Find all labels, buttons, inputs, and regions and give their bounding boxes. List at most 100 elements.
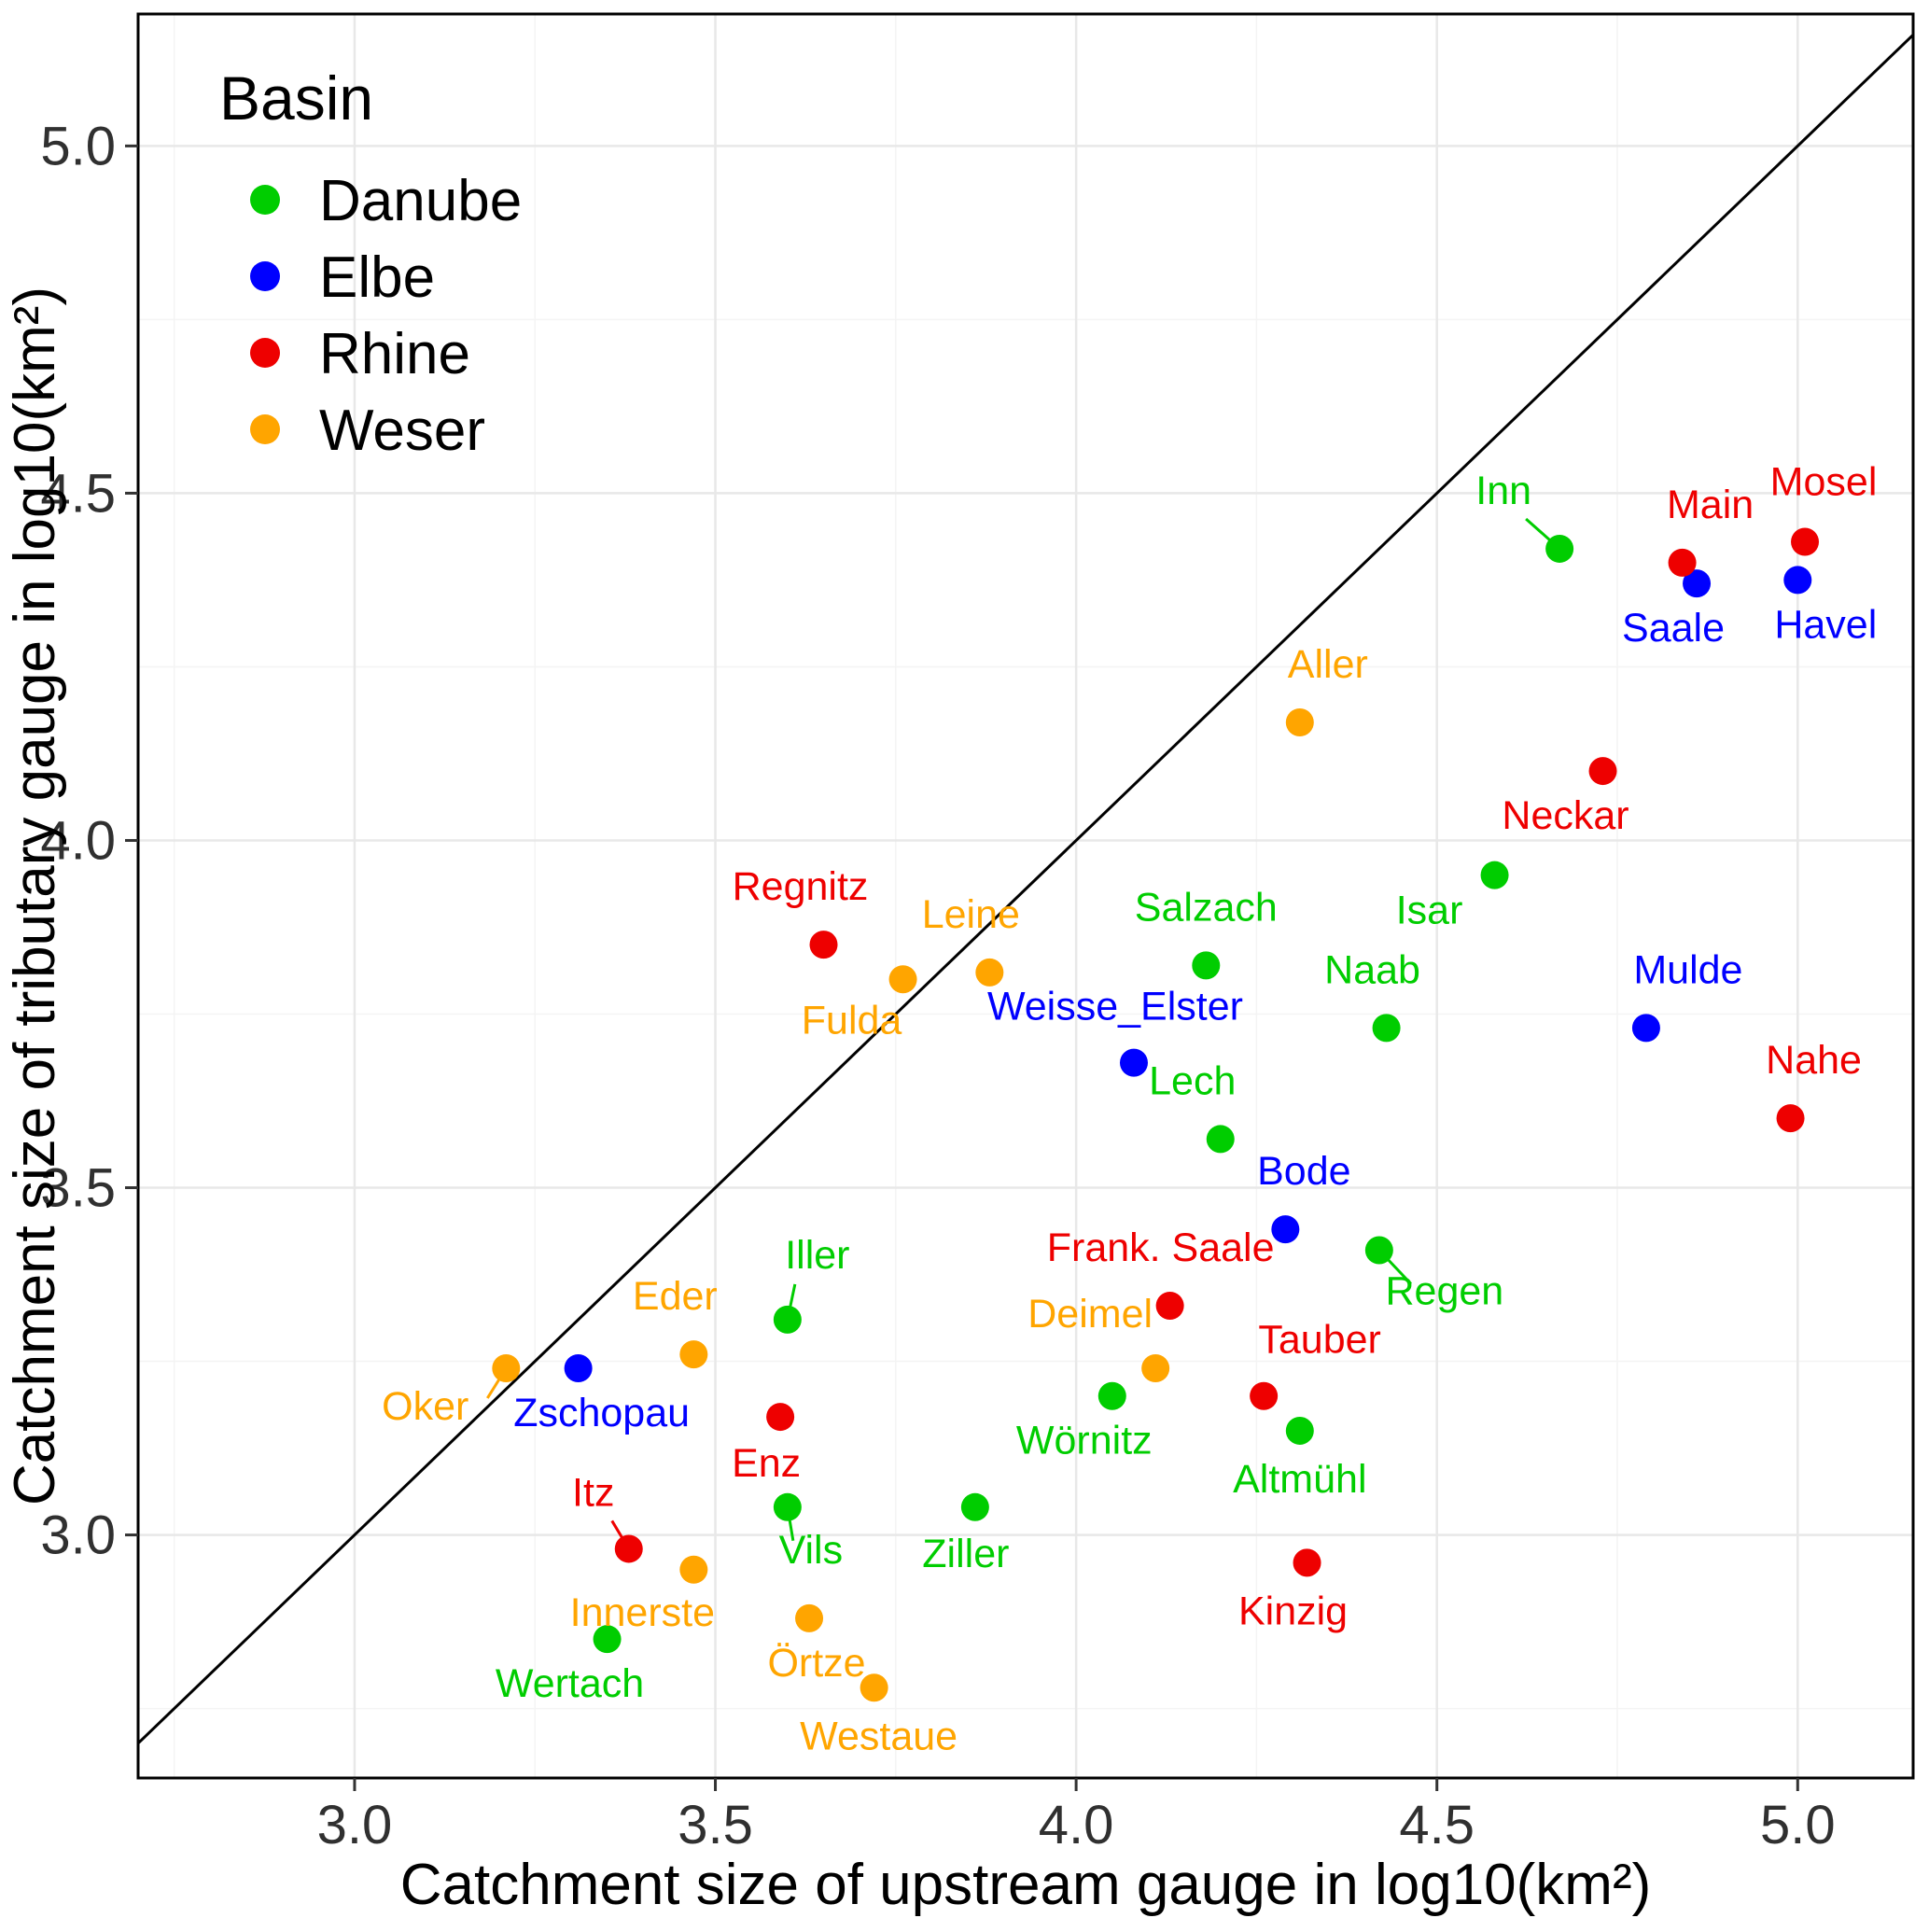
point-labels: Inn Isar Naab Salzach Lech Regen Altmühl Wörnit… xyxy=(382,460,1877,1759)
point-Salzach xyxy=(1192,951,1221,980)
point-Mosel xyxy=(1791,527,1820,556)
point-Bode xyxy=(1271,1215,1300,1244)
y-tick-label: 4.0 xyxy=(40,810,116,871)
label-Regen: Regen xyxy=(1385,1268,1503,1313)
label-Wörnitz: Wörnitz xyxy=(1016,1419,1153,1463)
label-Enz: Enz xyxy=(732,1441,801,1486)
point-Innerste xyxy=(679,1555,708,1584)
label-Isar: Isar xyxy=(1396,889,1463,933)
x-tick-label: 4.0 xyxy=(1039,1795,1114,1855)
label-Örtze: Örtze xyxy=(767,1641,865,1686)
legend-label-Danube: Danube xyxy=(319,169,522,233)
label-leader-Vils xyxy=(786,1506,795,1542)
label-Saale: Saale xyxy=(1622,606,1725,651)
axes: 3.0 3.5 4.0 4.5 5.0 3.0 3.5 4.0 4.5 5.0 xyxy=(40,12,1915,1855)
label-Regnitz: Regnitz xyxy=(733,864,869,909)
label-leader-Inn xyxy=(1525,517,1561,551)
point-Havel xyxy=(1783,566,1812,595)
point-Tauber xyxy=(1250,1381,1279,1410)
point-Enz xyxy=(766,1403,795,1432)
point-Leine xyxy=(975,958,1004,987)
point-Frank. Saale xyxy=(1155,1292,1184,1321)
label-Bode: Bode xyxy=(1257,1149,1350,1194)
label-Kinzig: Kinzig xyxy=(1238,1589,1348,1633)
y-axis-title: Catchment size of tributary gauge in log… xyxy=(3,287,67,1505)
label-Oker: Oker xyxy=(382,1384,468,1429)
y-tick-label: 3.0 xyxy=(40,1505,116,1566)
label-Vils: Vils xyxy=(779,1528,844,1573)
legend-label-Rhine: Rhine xyxy=(319,322,470,386)
label-Lech: Lech xyxy=(1149,1058,1236,1103)
x-tick-label: 4.5 xyxy=(1399,1795,1475,1855)
label-Innerste: Innerste xyxy=(570,1590,715,1635)
point-Deimel xyxy=(1141,1353,1170,1382)
point-Örtze xyxy=(795,1603,824,1632)
label-Frank. Saale: Frank. Saale xyxy=(1047,1225,1275,1270)
point-Saale xyxy=(1683,569,1712,598)
point-Kinzig xyxy=(1293,1548,1321,1577)
label-Naab: Naab xyxy=(1324,947,1420,992)
point-Aller xyxy=(1285,707,1314,736)
identity-line xyxy=(136,34,1915,1744)
point-Main xyxy=(1668,548,1697,577)
label-Leine: Leine xyxy=(922,892,1020,937)
legend-swatch-Danube xyxy=(250,185,280,215)
point-Wörnitz xyxy=(1097,1381,1126,1410)
label-Weisse_Elster: Weisse_Elster xyxy=(987,985,1243,1029)
legend: Basin Danube Elbe Rhine Weser xyxy=(219,63,522,463)
label-leader-Regen xyxy=(1377,1249,1412,1285)
x-tick-label: 3.5 xyxy=(678,1795,753,1855)
point-Altmühl xyxy=(1285,1416,1314,1445)
label-Mulde: Mulde xyxy=(1633,947,1742,992)
label-Salzach: Salzach xyxy=(1135,885,1278,930)
label-Westaue: Westaue xyxy=(800,1714,958,1758)
x-tick-label: 5.0 xyxy=(1760,1795,1836,1855)
point-Eder xyxy=(679,1340,708,1369)
label-Neckar: Neckar xyxy=(1502,793,1628,838)
x-axis-title: Catchment size of upstream gauge in log1… xyxy=(400,1853,1652,1917)
label-leader-Oker xyxy=(486,1367,508,1399)
point-Naab xyxy=(1372,1014,1401,1043)
point-Fulda xyxy=(888,965,917,994)
data-points xyxy=(492,527,1820,1702)
label-Wertach: Wertach xyxy=(496,1661,644,1706)
label-Deimel: Deimel xyxy=(1027,1292,1153,1337)
label-Nahe: Nahe xyxy=(1766,1038,1862,1083)
point-Weisse_Elster xyxy=(1119,1048,1148,1077)
point-Mulde xyxy=(1631,1014,1660,1043)
point-Isar xyxy=(1480,861,1509,889)
label-Eder: Eder xyxy=(633,1274,718,1319)
x-tick-label: 3.0 xyxy=(317,1795,393,1855)
label-Altmühl: Altmühl xyxy=(1233,1457,1366,1502)
label-Itz: Itz xyxy=(572,1470,614,1515)
identity-line-layer xyxy=(136,34,1915,1744)
point-Wertach xyxy=(593,1625,622,1654)
legend-label-Elbe: Elbe xyxy=(319,245,435,310)
legend-swatch-Rhine xyxy=(250,338,280,368)
label-Fulda: Fulda xyxy=(802,998,902,1043)
label-Main: Main xyxy=(1667,483,1754,527)
point-Nahe xyxy=(1776,1104,1805,1133)
gridlines xyxy=(138,14,1913,1778)
label-Zschopau: Zschopau xyxy=(513,1391,690,1435)
legend-title: Basin xyxy=(219,63,373,133)
label-Tauber: Tauber xyxy=(1258,1318,1380,1363)
label-Ziller: Ziller xyxy=(922,1532,1009,1576)
point-Zschopau xyxy=(564,1353,593,1382)
point-Ziller xyxy=(960,1492,989,1521)
legend-label-Weser: Weser xyxy=(319,399,485,463)
label-Mosel: Mosel xyxy=(1770,460,1878,505)
label-Inn: Inn xyxy=(1475,469,1531,513)
panel-border xyxy=(136,12,1915,1780)
label-leader-Iller xyxy=(786,1283,797,1321)
label-Aller: Aller xyxy=(1288,642,1368,687)
y-tick-label: 5.0 xyxy=(40,116,116,176)
label-Havel: Havel xyxy=(1774,602,1877,647)
point-Neckar xyxy=(1588,757,1617,786)
label-Iller: Iller xyxy=(785,1233,849,1278)
y-tick-label: 3.5 xyxy=(40,1158,116,1219)
point-Lech xyxy=(1206,1125,1235,1154)
y-tick-label: 4.5 xyxy=(40,463,116,524)
